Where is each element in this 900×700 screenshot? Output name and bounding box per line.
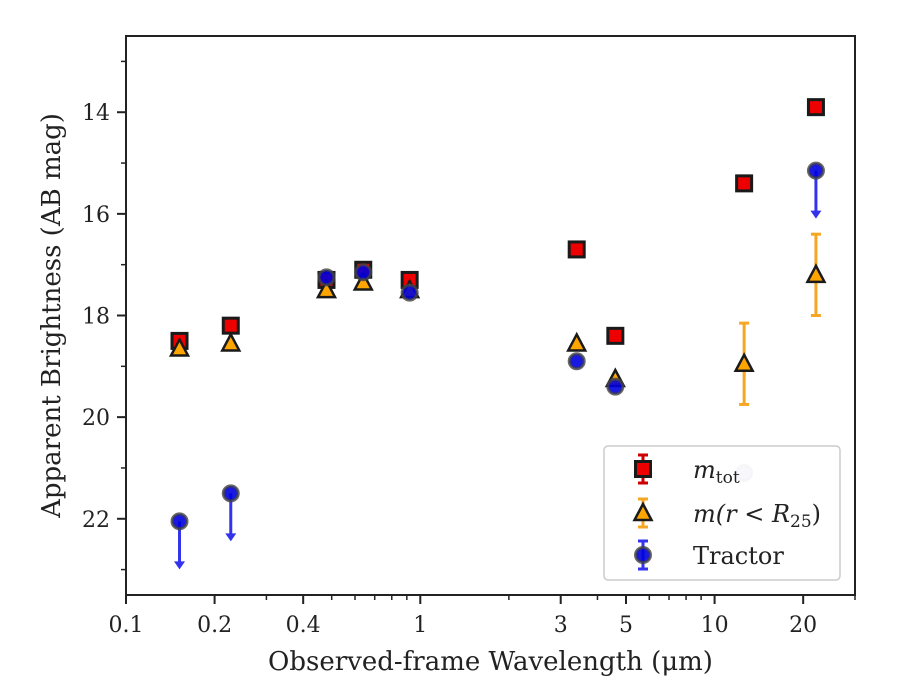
data-point-triangle <box>733 352 755 373</box>
upper-limit-arrowhead <box>225 533 237 542</box>
data-point-triangle <box>220 331 242 352</box>
data-point-square <box>735 174 754 193</box>
data-point-square <box>567 240 586 259</box>
data-point-triangle <box>566 331 588 352</box>
x-tick-label: 0.1 <box>109 613 144 638</box>
legend-label: mtot <box>693 456 740 488</box>
legend-marker-triangle <box>632 501 654 522</box>
data-point-square <box>221 316 240 335</box>
legend-label: Tractor <box>693 542 784 570</box>
data-point-square <box>606 326 625 345</box>
x-axis-label: Observed-frame Wavelength (μm) <box>268 647 713 677</box>
data-point-triangle <box>315 278 338 299</box>
data-point-circle <box>806 161 825 180</box>
data-point-triangle <box>805 263 827 284</box>
legend-box <box>603 445 841 581</box>
legend-marker-circle <box>634 546 652 564</box>
y-tick-label: 20 <box>82 406 110 431</box>
legend-label-main: m(r < R <box>693 500 790 528</box>
x-tick-label: 1 <box>413 613 427 638</box>
y-tick-label: 14 <box>82 101 110 126</box>
data-point-triangle <box>352 270 374 291</box>
x-tick-label: 5 <box>619 613 633 638</box>
data-point-circle <box>354 263 373 282</box>
data-point-square <box>806 98 825 117</box>
y-tick-label: 16 <box>82 203 110 228</box>
data-point-circle <box>170 512 189 531</box>
series-square <box>170 98 825 350</box>
data-point-circle <box>567 352 586 371</box>
y-tick-label: 18 <box>82 305 110 330</box>
data-point-circle <box>317 268 336 287</box>
upper-limit-arrowhead <box>174 561 186 570</box>
legend-marker-square <box>634 460 652 478</box>
x-tick-label: 10 <box>701 613 729 638</box>
x-axis-ticks: 0.1 0.2 0.4 1 3 5 10 20 <box>109 595 856 638</box>
legend: mtot m(r < R25) Tractor <box>603 445 841 581</box>
data-point-circle <box>221 484 240 503</box>
x-tick-label: 20 <box>789 613 817 638</box>
y-tick-label: 22 <box>82 508 110 533</box>
x-tick-label: 3 <box>554 613 568 638</box>
x-tick-label: 0.2 <box>197 613 232 638</box>
legend-label-close: ) <box>812 500 821 528</box>
y-axis-ticks: 14 16 18 20 22 <box>82 60 126 571</box>
upper-limit-arrowhead <box>810 210 822 219</box>
data-point-circle <box>606 377 625 396</box>
chart-marks <box>168 98 827 570</box>
data-point-circle <box>400 283 419 302</box>
data-point-triangle <box>168 336 191 357</box>
series-triangle <box>168 232 827 406</box>
legend-label-subscript: 25 <box>790 512 812 532</box>
legend-label-subscript: tot <box>716 468 740 488</box>
x-tick-label: 0.4 <box>286 613 321 638</box>
y-axis-label: Apparent Brightness (AB mag) <box>37 113 67 519</box>
legend-label: m(r < R25) <box>693 500 821 532</box>
legend-label-main: m <box>693 456 716 484</box>
